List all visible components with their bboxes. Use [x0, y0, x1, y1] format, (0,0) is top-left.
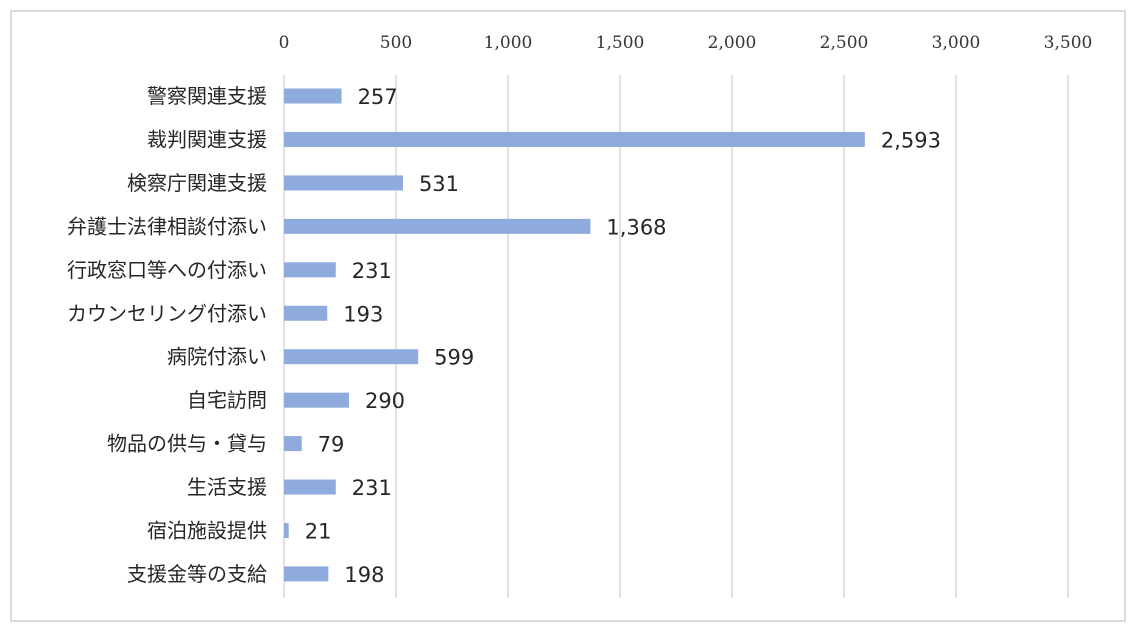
category-label: 宿泊施設提供 — [147, 519, 267, 543]
x-tick-label: 2,000 — [708, 33, 757, 53]
data-label: 198 — [344, 563, 384, 587]
category-label: 弁護士法律相談付添い — [67, 214, 267, 238]
data-labels: 257 2,593 531 1,368 231 193 599 290 79 231 21 198 — [305, 85, 941, 587]
data-label: 1,368 — [606, 215, 666, 239]
bar — [284, 262, 336, 278]
bar — [284, 436, 302, 452]
data-label: 193 — [343, 302, 383, 326]
category-label: 裁判関連支援 — [147, 127, 267, 151]
category-label: 警察関連支援 — [147, 84, 267, 108]
data-label: 79 — [318, 433, 345, 457]
bar — [284, 523, 289, 538]
bar — [284, 218, 591, 234]
x-tick-label: 2,500 — [820, 33, 869, 53]
x-tick-label: 1,000 — [484, 33, 533, 53]
category-label: 検察庁関連支援 — [127, 171, 267, 195]
data-label: 290 — [365, 389, 405, 413]
category-label: 物品の供与・貸与 — [107, 432, 267, 456]
data-label: 2,593 — [881, 128, 941, 152]
data-label: 231 — [352, 259, 392, 283]
bar — [284, 131, 865, 147]
bar — [284, 349, 419, 365]
x-axis-ticks: 0 500 1,000 1,500 2,000 2,500 3,000 3,500 — [279, 33, 1093, 53]
category-label: 生活支援 — [187, 475, 267, 499]
category-label: 自宅訪問 — [187, 388, 267, 412]
data-label: 21 — [305, 520, 332, 544]
bar — [284, 479, 336, 495]
category-labels: 警察関連支援裁判関連支援検察庁関連支援弁護士法律相談付添い行政窓口等への付添いカ… — [67, 84, 267, 586]
x-tick-label: 0 — [279, 33, 290, 53]
x-tick-label: 3,000 — [932, 33, 981, 53]
bar — [284, 88, 342, 104]
data-label: 231 — [352, 476, 392, 500]
bars — [284, 88, 865, 582]
x-tick-label: 3,500 — [1044, 33, 1093, 53]
data-label: 257 — [358, 85, 398, 109]
bar — [284, 392, 349, 408]
category-label: カウンセリング付添い — [67, 301, 267, 325]
chart-frame — [10, 10, 1126, 622]
data-label: 599 — [434, 346, 474, 370]
bar — [284, 305, 328, 321]
bar — [284, 175, 403, 191]
category-label: 病院付添い — [167, 345, 267, 369]
bar — [284, 566, 329, 582]
x-tick-label: 1,500 — [596, 33, 645, 53]
gridlines — [283, 75, 1069, 598]
data-label: 531 — [419, 172, 459, 196]
category-label: 行政窓口等への付添い — [67, 258, 267, 282]
category-label: 支援金等の支給 — [127, 562, 267, 586]
x-tick-label: 500 — [380, 33, 412, 53]
